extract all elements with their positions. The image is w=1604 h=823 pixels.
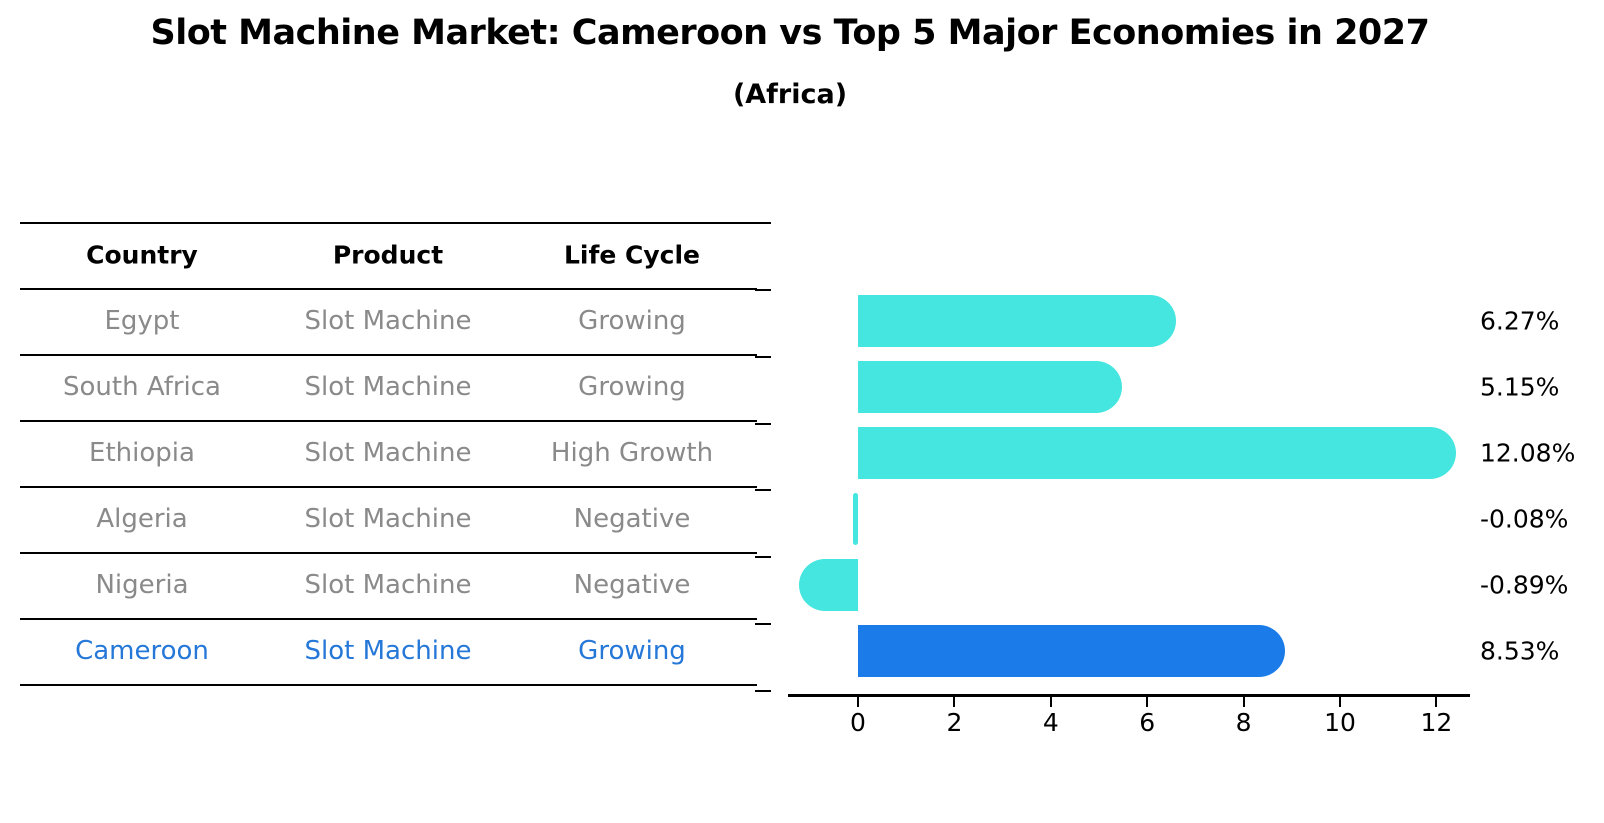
bar — [853, 493, 858, 545]
bar — [799, 559, 858, 611]
x-axis-tick-label: 6 — [1139, 708, 1156, 737]
bar — [858, 427, 1457, 479]
bar-value-label: 6.27% — [1480, 306, 1560, 336]
bar-highlight-cameroon — [858, 625, 1286, 677]
table-header-cell: Product — [332, 240, 444, 270]
y-axis-tick — [755, 623, 771, 626]
y-axis-tick — [755, 556, 771, 559]
x-axis-tick-label: 4 — [1042, 708, 1059, 737]
table-cell-country: Ethiopia — [89, 438, 195, 468]
table-rule — [20, 618, 757, 620]
y-axis-tick — [755, 355, 771, 358]
x-axis-tick — [857, 696, 859, 707]
table-cell-life_cycle: Growing — [578, 372, 686, 402]
bar-value-label: 12.08% — [1480, 438, 1576, 468]
x-axis-tick — [1242, 696, 1245, 707]
table-cell-product: Slot Machine — [304, 306, 472, 336]
bar-value-label: -0.89% — [1480, 570, 1569, 600]
bar-value-label: 5.15% — [1480, 372, 1560, 402]
table-cell-country: Egypt — [104, 306, 180, 336]
table-cell-country: South Africa — [63, 372, 221, 402]
table-cell-product: Slot Machine — [304, 504, 472, 534]
table-cell-country: Cameroon — [75, 636, 209, 666]
table-header-cell: Country — [86, 240, 198, 270]
x-axis-tick — [1049, 696, 1052, 707]
table-rule — [20, 486, 757, 488]
bar — [858, 361, 1123, 413]
table-rule — [20, 552, 757, 554]
y-axis-tick — [755, 288, 771, 291]
x-axis-tick-label: 12 — [1420, 708, 1453, 737]
y-axis-tick — [755, 690, 771, 692]
table-cell-product: Slot Machine — [304, 372, 472, 402]
table-rule — [20, 684, 757, 686]
bar — [858, 295, 1177, 347]
x-axis-line — [788, 694, 1470, 697]
table-rule — [20, 420, 757, 422]
bar-value-label: 8.53% — [1480, 636, 1560, 666]
x-axis-tick-label: 0 — [850, 708, 866, 737]
table-cell-life_cycle: Negative — [573, 570, 691, 600]
x-axis-tick — [1339, 696, 1341, 707]
chart-title: Slot Machine Market: Cameroon vs Top 5 M… — [150, 13, 1431, 53]
table-rule — [20, 288, 757, 290]
table-rule — [20, 354, 757, 356]
table-cell-product: Slot Machine — [304, 438, 472, 468]
table-cell-life_cycle: Negative — [573, 504, 691, 534]
x-axis-tick — [953, 696, 956, 707]
table-cell-life_cycle: Growing — [578, 306, 686, 336]
table-cell-country: Nigeria — [95, 570, 189, 600]
y-axis-tick — [755, 489, 771, 492]
table-cell-country: Algeria — [96, 504, 188, 534]
table-rule — [20, 222, 757, 224]
x-axis-tick-label: 10 — [1324, 708, 1356, 737]
x-axis-tick-label: 2 — [946, 708, 963, 737]
table-header-cell: Life Cycle — [563, 240, 701, 270]
y-axis-tick — [755, 422, 771, 425]
x-axis-tick — [1146, 696, 1149, 707]
y-axis-tick — [755, 222, 771, 224]
table-cell-product: Slot Machine — [304, 636, 472, 666]
table-cell-life_cycle: Growing — [578, 636, 686, 666]
chart-subtitle: (Africa) — [732, 79, 848, 110]
x-axis-tick-label: 8 — [1235, 708, 1252, 737]
table-cell-product: Slot Machine — [304, 570, 472, 600]
x-axis-tick — [1435, 696, 1438, 707]
table-cell-life_cycle: High Growth — [550, 438, 714, 468]
bar-value-label: -0.08% — [1480, 504, 1569, 534]
